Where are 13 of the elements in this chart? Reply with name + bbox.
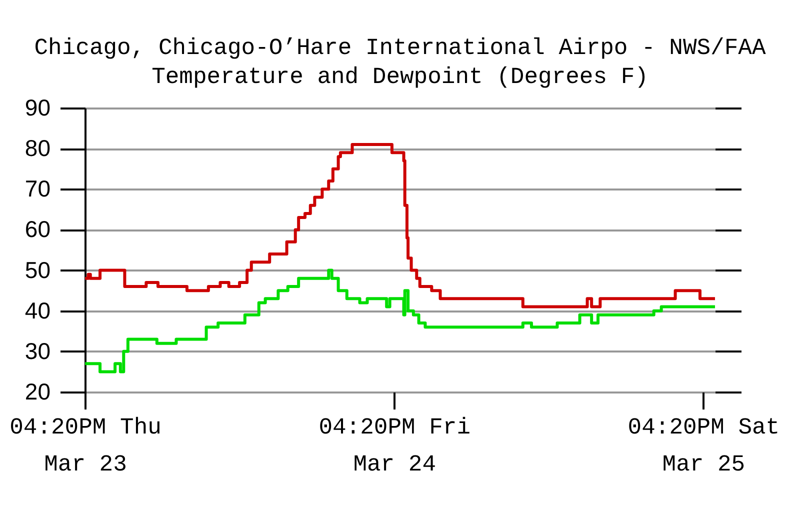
x-tick-label: 04:20PM Sat Mar 25	[628, 414, 780, 478]
chart-subtitle: Temperature and Dewpoint (Degrees F)	[152, 64, 648, 90]
y-tick-label: 40	[24, 297, 50, 324]
y-tick-label: 90	[24, 94, 50, 120]
y-tick-label: 20	[24, 378, 50, 404]
y-tick-label: 70	[24, 176, 50, 202]
chart-title: Chicago, Chicago-O’Hare International Airpo - NWS/FAA	[34, 35, 766, 61]
x-tick-label: 04:20PM Fri Mar 24	[318, 414, 471, 478]
y-tick-label: 50	[24, 256, 50, 283]
x-tick-label: 04:20PM Thu Mar 23	[10, 414, 162, 478]
y-tick-label: 30	[24, 338, 50, 364]
y-tick-label: 80	[24, 135, 50, 162]
y-tick-label: 60	[24, 216, 50, 242]
